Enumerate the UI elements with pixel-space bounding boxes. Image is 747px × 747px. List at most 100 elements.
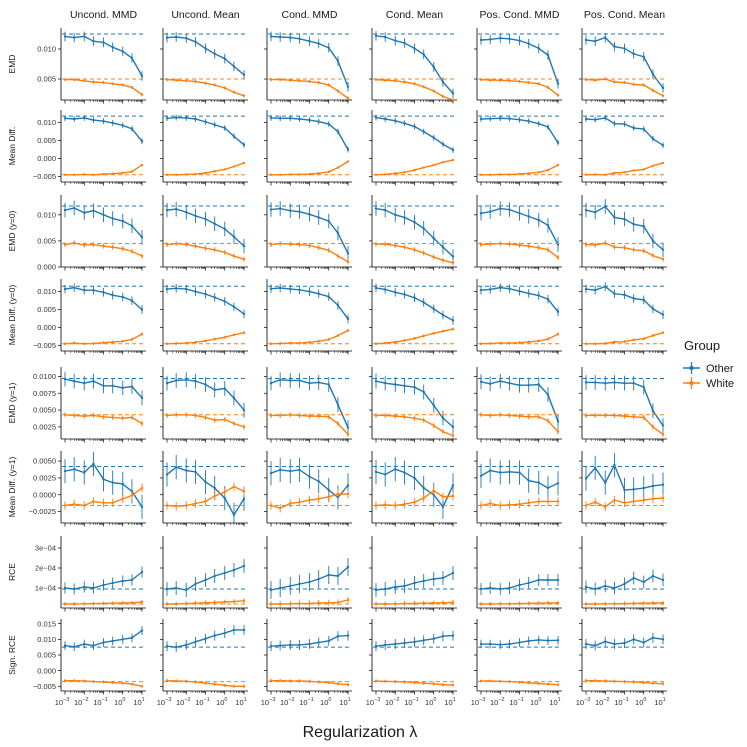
point-other [223, 57, 226, 60]
point-other [527, 383, 530, 387]
point-white [336, 166, 340, 169]
point-white [441, 601, 445, 604]
point-other [92, 586, 95, 590]
point-white [102, 81, 105, 84]
point-white [346, 492, 350, 496]
point-other [204, 480, 207, 484]
point-other [403, 471, 406, 474]
point-white [317, 497, 320, 500]
point-white [83, 173, 86, 176]
point-other [121, 579, 124, 583]
legend-key-white [683, 377, 700, 389]
point-white [63, 602, 67, 606]
point-white [661, 331, 665, 334]
point-white [72, 414, 76, 417]
point-white [194, 80, 197, 83]
point-other [413, 296, 416, 299]
point-other [72, 286, 76, 289]
point-white [130, 494, 134, 497]
point-white [556, 256, 560, 259]
point-other [642, 298, 645, 302]
point-white [165, 173, 169, 176]
point-other [584, 117, 588, 121]
point-other [92, 40, 95, 43]
point-other [204, 47, 207, 50]
legend-key-other [683, 362, 700, 374]
point-other [63, 208, 67, 212]
point-white [83, 243, 86, 247]
y-tick-label: 3e−04 [35, 544, 56, 553]
point-white [336, 422, 340, 425]
point-other [593, 40, 597, 43]
point-other [632, 576, 635, 580]
point-white [289, 602, 292, 605]
point-other [546, 53, 550, 57]
point-other [403, 641, 406, 645]
point-white [651, 164, 655, 167]
point-other [479, 38, 483, 42]
point-white [223, 251, 226, 254]
point-white [632, 83, 635, 86]
point-other [317, 480, 320, 483]
point-other [102, 213, 105, 217]
point-other [317, 577, 320, 581]
point-other [174, 207, 178, 211]
point-white [83, 342, 86, 345]
point-white [604, 679, 607, 683]
point-white [422, 334, 425, 338]
point-other [174, 645, 178, 649]
facet-panel [160, 367, 248, 443]
point-other [298, 379, 301, 382]
point-other [92, 288, 95, 292]
point-other [518, 383, 521, 387]
point-white [327, 601, 330, 604]
facet-panel [264, 28, 352, 104]
point-white [623, 501, 626, 505]
facet-row-label: Mean Diff. [7, 127, 17, 166]
point-other [488, 642, 492, 646]
point-white [242, 257, 246, 261]
point-white [488, 242, 492, 246]
point-other [661, 248, 665, 251]
point-white [374, 602, 378, 606]
point-white [593, 500, 597, 504]
point-white [432, 489, 435, 492]
point-white [584, 504, 588, 507]
point-other [422, 53, 425, 56]
point-other [298, 117, 301, 121]
x-tick-label: 10−2 [74, 697, 89, 707]
point-other [413, 47, 416, 50]
point-other [546, 578, 550, 582]
point-white [298, 602, 301, 605]
point-other [242, 564, 246, 568]
point-white [479, 342, 483, 345]
point-white [327, 415, 330, 418]
x-tick-label: 100 [114, 697, 125, 707]
point-white [508, 242, 511, 246]
point-other [661, 144, 665, 147]
point-white [432, 682, 435, 685]
point-white [185, 413, 188, 416]
y-tick-label: 0.0075 [33, 389, 56, 398]
point-white [632, 248, 635, 251]
point-other [289, 117, 292, 120]
x-tick-label: 100 [216, 697, 227, 707]
point-other [121, 386, 124, 390]
point-white [537, 415, 540, 418]
point-other [537, 481, 540, 484]
point-other [289, 584, 292, 588]
point-other [308, 290, 311, 293]
point-other [518, 290, 521, 293]
point-white [604, 602, 607, 605]
point-white [174, 602, 178, 606]
point-other [642, 225, 645, 228]
point-white [413, 82, 416, 86]
x-tick-label: 101 [549, 697, 560, 707]
point-white [121, 681, 124, 685]
point-other [403, 216, 406, 219]
facet-panel [160, 195, 248, 271]
point-other [140, 505, 144, 509]
point-other [92, 209, 95, 212]
point-white [327, 83, 330, 87]
point-other [374, 645, 378, 648]
